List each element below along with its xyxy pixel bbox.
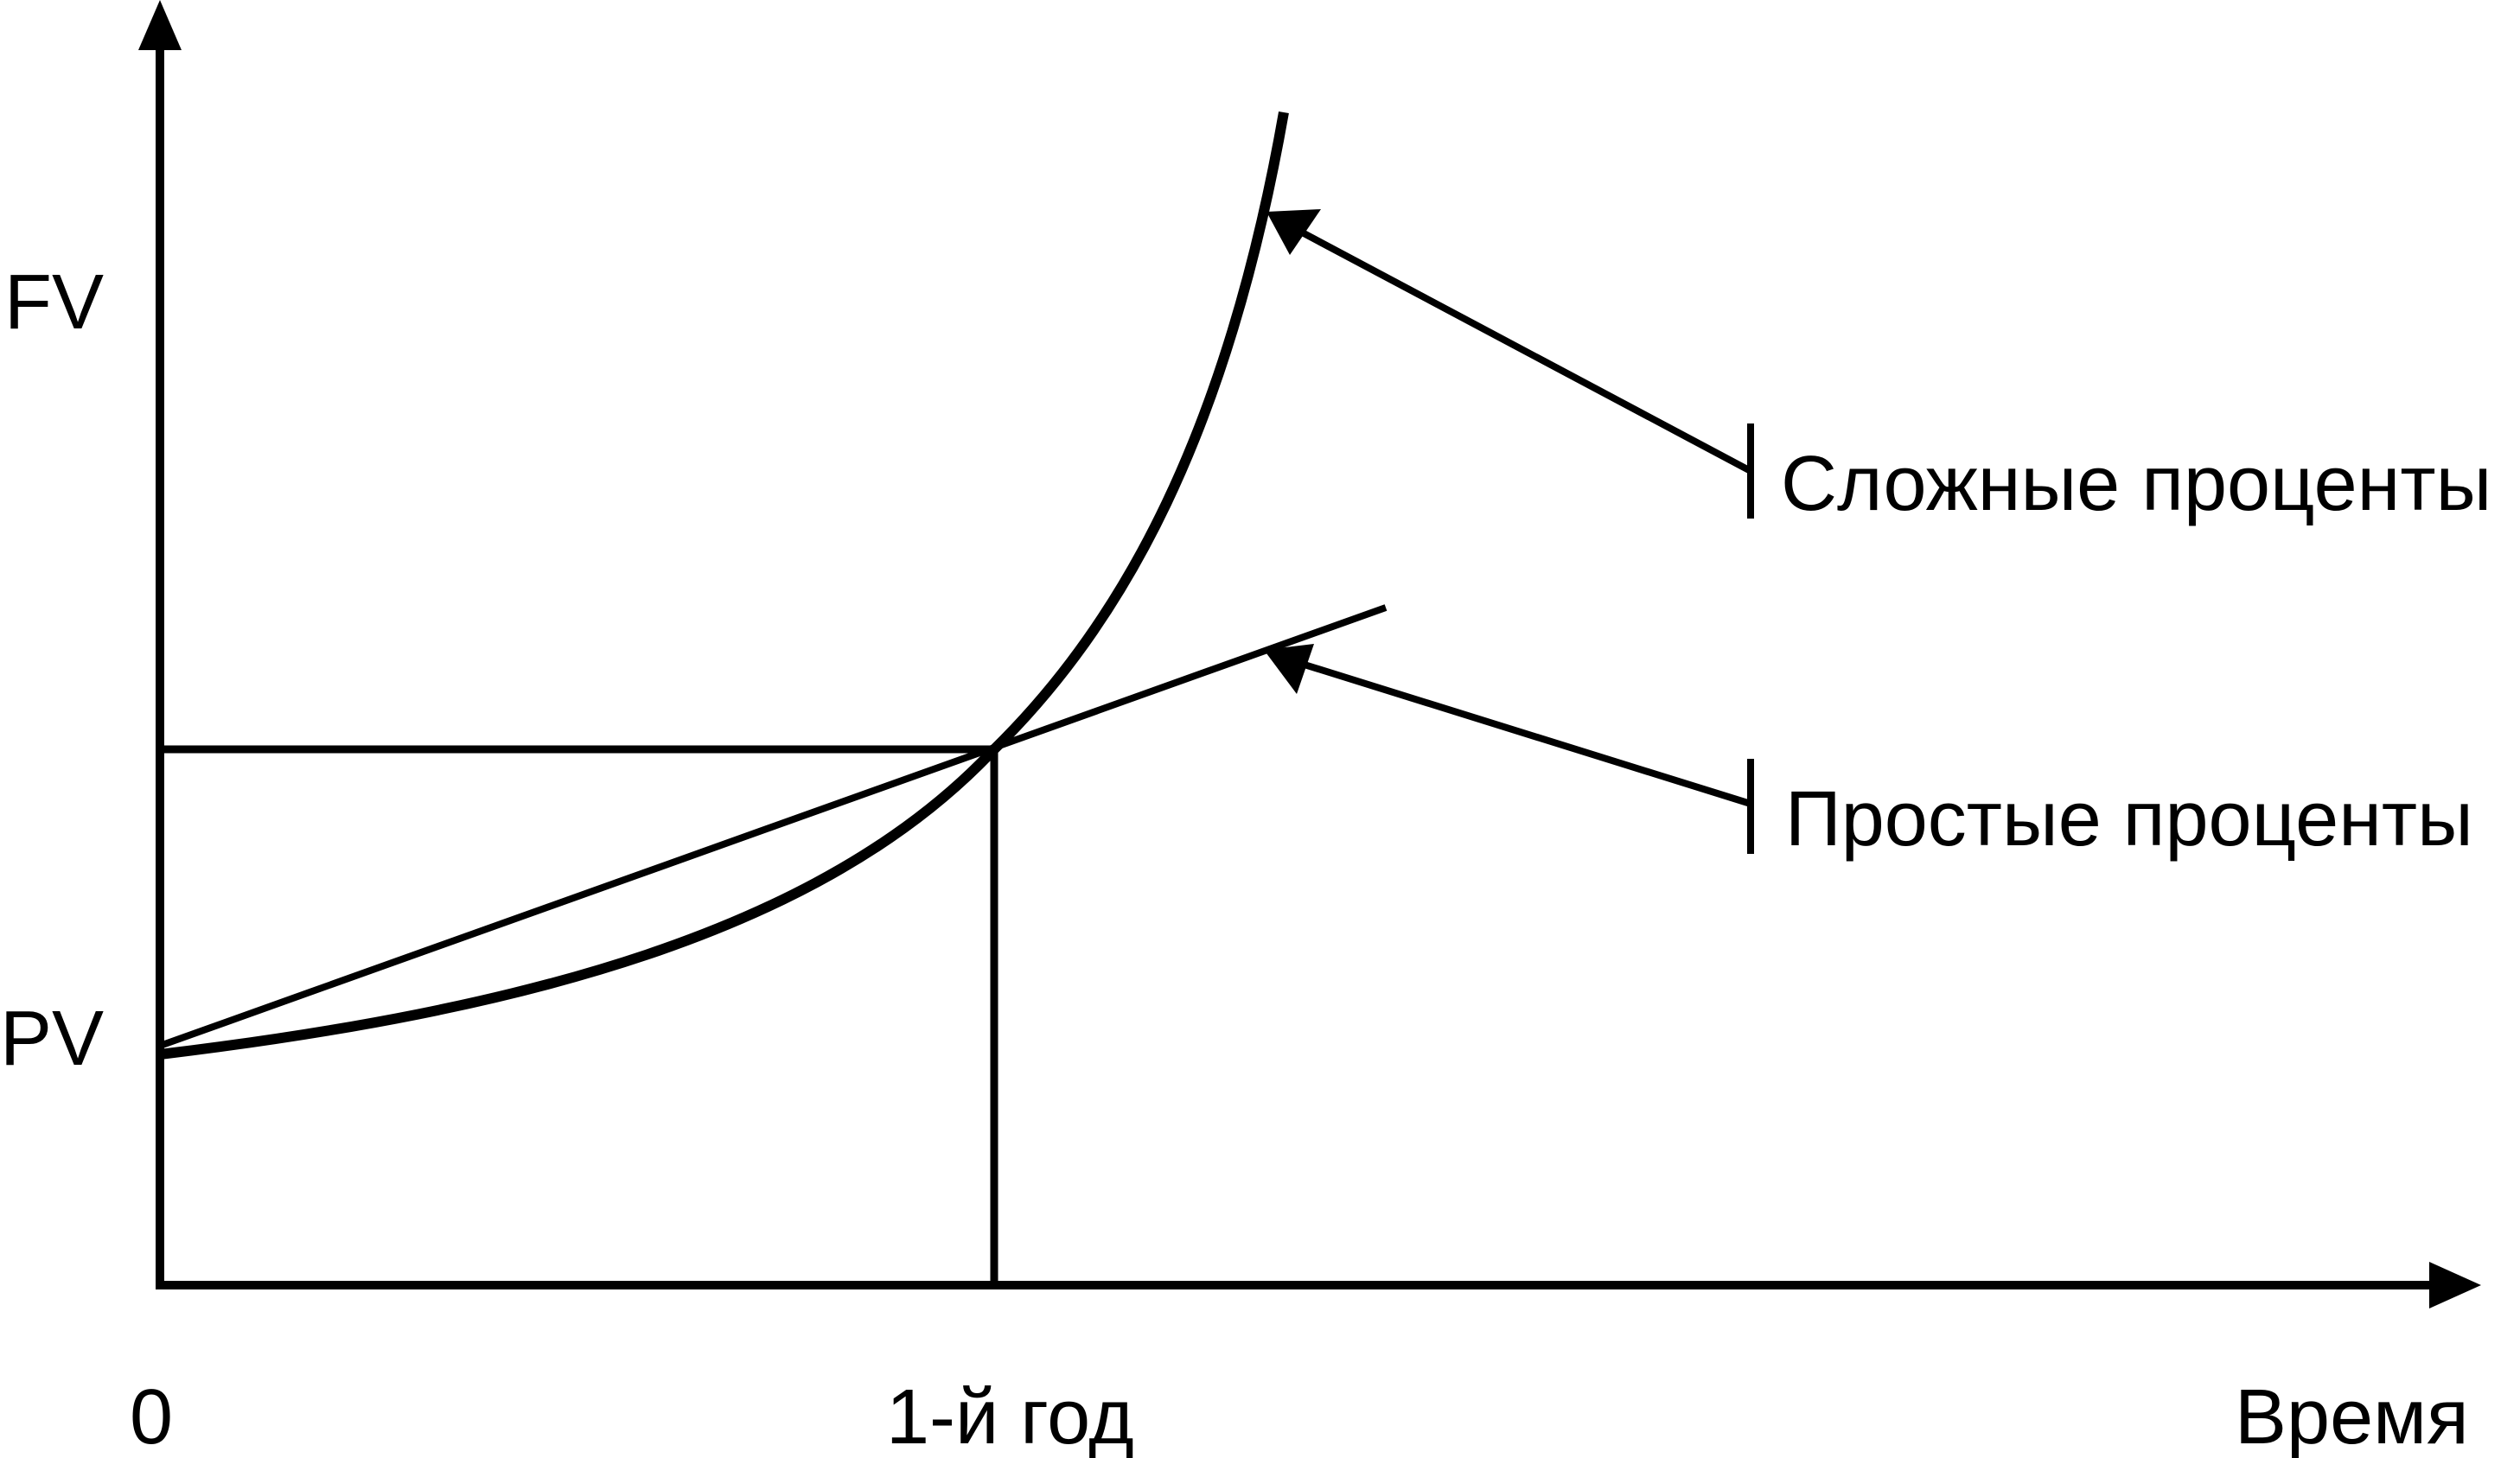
- simple-interest-line: [158, 604, 1388, 1049]
- fv-label: FV: [4, 259, 104, 346]
- y-axis-arrowhead: [138, 0, 182, 50]
- compound-callout-arrow: [1278, 217, 1752, 474]
- time-label: Время: [2235, 1374, 2469, 1458]
- simple-callout-arrow: [1278, 653, 1752, 807]
- pv-label: PV: [0, 996, 104, 1082]
- compound-interest-curve: [159, 111, 1289, 1060]
- compound-callout-arrowhead: [1266, 209, 1321, 255]
- x-axis-arrowhead: [2429, 1262, 2481, 1308]
- origin-label: 0: [130, 1374, 173, 1458]
- simple-legend-label: Простые проценты: [1785, 776, 2473, 863]
- simple-callout-arrowhead: [1264, 644, 1314, 694]
- compound-legend-label: Сложные проценты: [1781, 441, 2491, 527]
- year-label: 1-й год: [886, 1374, 1134, 1458]
